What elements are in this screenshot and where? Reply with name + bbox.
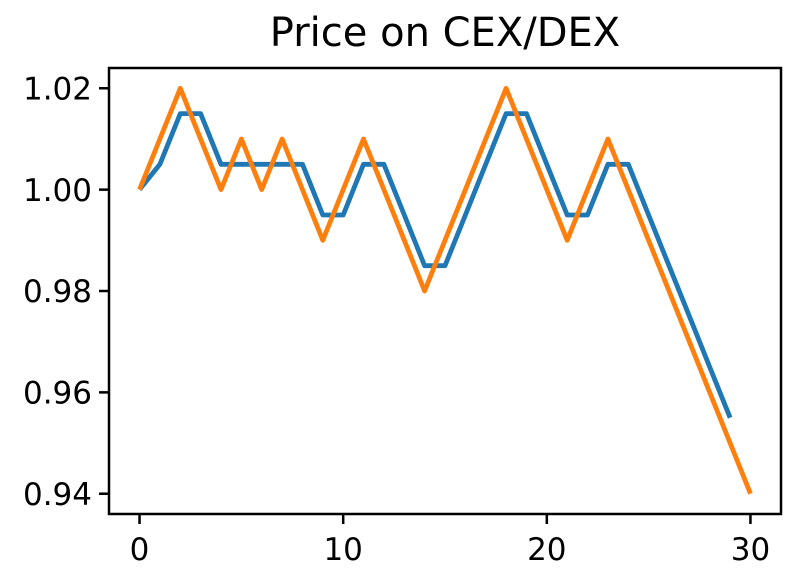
orange-line [137, 85, 753, 495]
y-tick-label: 0.94 [23, 477, 92, 513]
y-tick-label: 0.98 [23, 274, 92, 310]
x-tick-label: 10 [323, 532, 362, 568]
y-tick-label: 1.00 [23, 173, 92, 209]
tick-layer: 0 10 20 30 1.02 1.00 0.98 0.96 0.94 [23, 71, 770, 568]
x-tick-label: 30 [731, 532, 770, 568]
x-tick-label: 20 [527, 532, 566, 568]
x-tick-label: 0 [130, 532, 150, 568]
series-layer [137, 85, 753, 495]
y-tick-label: 0.96 [23, 376, 92, 412]
y-tick-label: 1.02 [23, 71, 92, 107]
chart-title: Price on CEX/DEX [270, 10, 620, 56]
